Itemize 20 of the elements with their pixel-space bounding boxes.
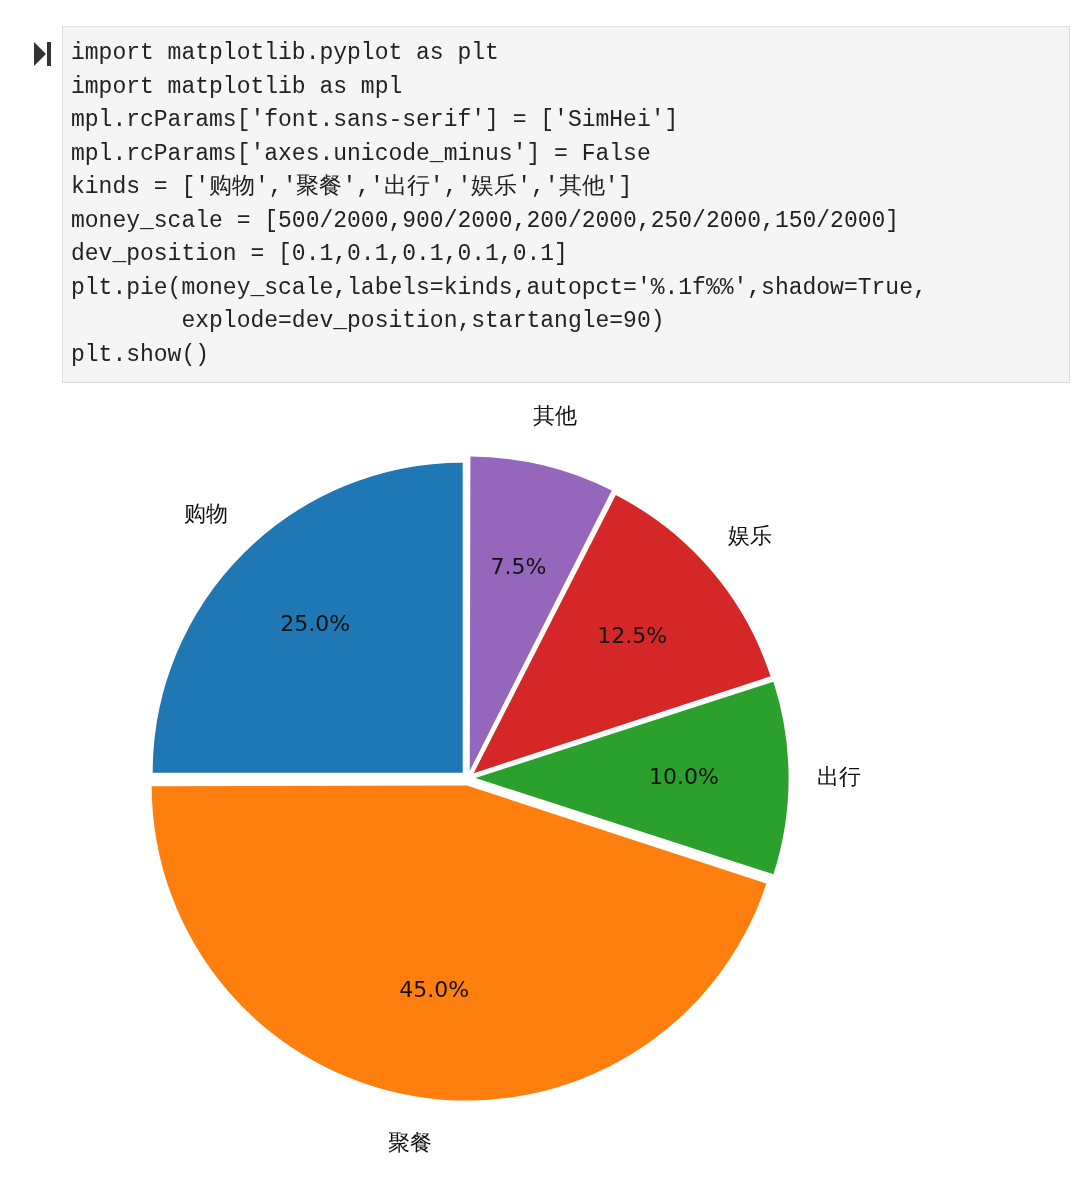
slice-label: 娱乐 [728,522,773,548]
text: plt.show() [71,340,211,370]
text: import matplotlib.pyplot as plt [71,39,500,68]
data-label: 12.5% [597,623,668,649]
text: mpl.rcParams['font.sans-serif'] = ['SimHei'] [71,106,680,135]
text: dev_position = [0.1,0.1,0.1,0.1,0.1] [71,240,569,269]
data-label: 25.0% [280,610,351,636]
text: kinds = ['购物','聚餐','出行','娱乐','其他'] [71,173,634,202]
slice-label: 其他 [532,402,577,428]
slice-label: 聚餐 [387,1130,432,1156]
slice-label: 购物 [183,501,228,527]
text: explode=dev_position,startangle=90) [180,307,666,336]
text: import matplotlib as mpl [71,72,404,102]
data-label: 7.5% [490,553,547,579]
text: plt.pie(money_scale,labels=kinds,autopct='%.1f%%',shadow=True, [71,273,928,303]
data-label: 45.0% [399,977,470,1003]
slice-label: 出行 [817,763,861,789]
data-label: 10.0% [649,763,719,789]
text: mpl.rcParams['axes.unicode_minus'] = False [71,139,652,169]
text: money_scale = [500/2000,900/2000,200/2000,250/2000,150/2000] [71,206,901,236]
